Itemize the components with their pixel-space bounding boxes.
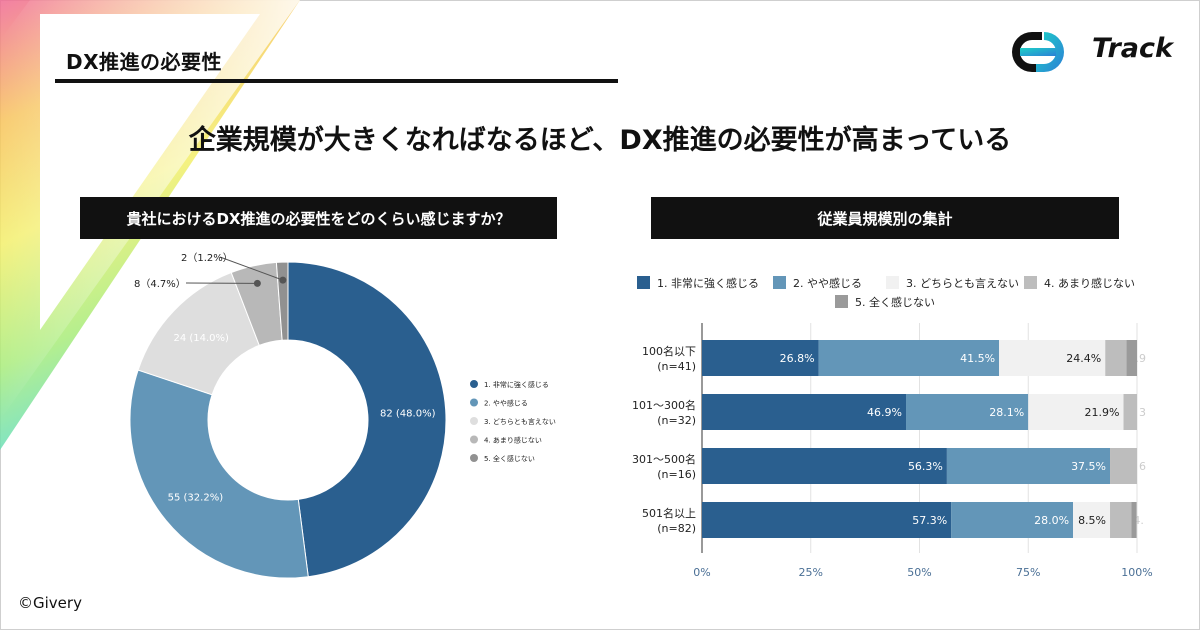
legend-label: 2. やや感じる xyxy=(793,277,862,290)
copyright: ©Givery xyxy=(18,594,82,612)
bar-value-label: 3 xyxy=(1139,406,1146,419)
track-logo xyxy=(1012,32,1064,72)
bar-chart-title: 従業員規模別の集計 xyxy=(651,197,1119,239)
donut-slice-label: 82 (48.0%) xyxy=(380,408,436,419)
bar-value-label: 28.1% xyxy=(989,406,1024,419)
leader-dot xyxy=(279,276,287,284)
legend-label: 4. あまり感じない xyxy=(484,436,542,445)
legend-label: 4. あまり感じない xyxy=(1044,277,1135,290)
legend-label: 5. 全く感じない xyxy=(484,454,535,463)
x-tick-label: 50% xyxy=(907,566,931,579)
category-n-label: (n=82) xyxy=(657,522,696,535)
bar-segment xyxy=(1028,394,1124,430)
bar-segment xyxy=(702,340,819,376)
bar-value-label: 24.4% xyxy=(1066,352,1101,365)
bar-segment xyxy=(702,502,952,538)
bar-value-label: 26.8% xyxy=(780,352,815,365)
section-title: DX推進の必要性 xyxy=(66,50,223,74)
legend-swatch xyxy=(773,276,786,289)
bar-segment xyxy=(1110,448,1137,484)
bar-segment xyxy=(702,394,907,430)
category-n-label: (n=16) xyxy=(657,468,696,481)
rainbow-decoration xyxy=(0,0,300,450)
donut-slice-label: 2（1.2%） xyxy=(181,252,233,264)
legend-swatch xyxy=(1024,276,1037,289)
legend-label: 2. やや感じる xyxy=(484,399,528,408)
bar-segment xyxy=(702,448,947,484)
leader-dot xyxy=(253,279,261,287)
category-label: 501名以上 xyxy=(642,506,696,520)
legend-swatch xyxy=(886,276,899,289)
x-tick-label: 100% xyxy=(1121,566,1152,579)
bar-segment xyxy=(818,340,1000,376)
bar-segment xyxy=(999,340,1106,376)
bar-segment xyxy=(1131,502,1137,538)
legend-label: 3. どちらとも言えない xyxy=(484,417,556,426)
bar-segment xyxy=(1105,340,1127,376)
legend-marker xyxy=(470,454,478,462)
bar-value-label: 57.3% xyxy=(912,514,947,527)
bar-value-label: 21.9% xyxy=(1085,406,1120,419)
donut-chart: 82 (48.0%) 55 (32.2%) 24 (14.0%) 8（4.7%） 2（1… xyxy=(129,252,556,579)
category-label: 100名以下 xyxy=(642,344,696,358)
headline: 企業規模が大きくなればなるほど、DX推進の必要性が高まっている xyxy=(188,125,1012,156)
legend-marker xyxy=(470,398,478,407)
bar-segment xyxy=(951,502,1074,538)
bar-value-label: 37.5% xyxy=(1071,460,1106,473)
legend-swatch xyxy=(637,276,650,289)
logo-text: Track xyxy=(1092,33,1173,64)
bar-segment xyxy=(1123,394,1137,430)
bar-value-label: 4. xyxy=(1133,514,1144,527)
bar-value-label: 46.9% xyxy=(867,406,902,419)
donut-slice-label: 55 (32.2%) xyxy=(168,492,224,503)
donut-slice xyxy=(287,261,447,578)
legend-marker xyxy=(470,380,478,388)
legend-marker xyxy=(470,417,478,425)
category-label: 101〜300名 xyxy=(632,398,696,412)
legend-label: 3. どちらとも言えない xyxy=(906,277,1019,290)
bar-value-label: 56.3% xyxy=(908,460,943,473)
legend-marker xyxy=(470,435,478,444)
category-label: 301〜500名 xyxy=(632,452,696,466)
donut-slice-label: 24 (14.0%) xyxy=(173,333,229,344)
leader-line xyxy=(219,256,284,281)
category-n-label: (n=41) xyxy=(657,360,696,373)
donut-slice xyxy=(129,369,309,579)
legend-label: 5. 全く感じない xyxy=(855,295,935,309)
bar-segment xyxy=(906,394,1029,430)
donut-chart-title: 貴社におけるDX推進の必要性をどのくらい感じますか？ xyxy=(80,197,557,239)
bar-value-label: 8.5% xyxy=(1078,514,1106,527)
legend-swatch xyxy=(835,295,848,308)
legend-label: 1. 非常に強く感じる xyxy=(484,380,549,389)
bar-segment xyxy=(946,448,1111,484)
bar-value-label: 41.5% xyxy=(960,352,995,365)
x-tick-label: 25% xyxy=(799,566,823,579)
stacked-bar-chart: 1. 非常に強く感じる 2. やや感じる 3. どちらとも言えない 4. あまり感じな… xyxy=(632,276,1153,579)
bar-segment xyxy=(1073,502,1111,538)
donut-slice-label: 8（4.7%） xyxy=(134,278,186,290)
x-tick-label: 75% xyxy=(1016,566,1040,579)
x-tick-label: 0% xyxy=(693,566,710,579)
category-n-label: (n=32) xyxy=(657,414,696,427)
bar-value-label: 6 xyxy=(1139,460,1146,473)
bar-segment xyxy=(1126,340,1137,376)
bar-segment xyxy=(1110,502,1132,538)
title-underline xyxy=(55,79,618,83)
legend-label: 1. 非常に強く感じる xyxy=(657,277,759,290)
bar-value-label: 28.0% xyxy=(1034,514,1069,527)
